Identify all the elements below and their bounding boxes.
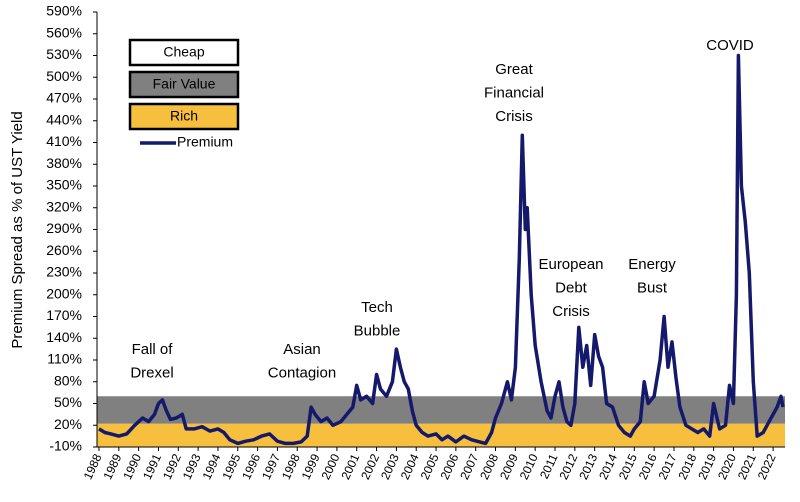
y-tick-label: 470% xyxy=(46,90,82,106)
band xyxy=(97,396,785,424)
annotation: Fall of xyxy=(132,341,174,358)
annotation: Bubble xyxy=(354,322,401,339)
legend-box xyxy=(128,102,240,131)
y-tick-label: 140% xyxy=(46,329,82,345)
annotation: Energy xyxy=(628,256,676,273)
y-tick-label: 500% xyxy=(46,68,82,84)
annotation: Drexel xyxy=(130,364,173,381)
y-tick-label: 80% xyxy=(54,372,82,388)
y-tick-label: 590% xyxy=(46,3,82,19)
legend-box xyxy=(128,70,240,99)
y-tick-label: 50% xyxy=(54,394,82,410)
annotation: Debt xyxy=(555,279,588,296)
annotation: COVID xyxy=(706,37,754,54)
x-tick-label: 2010 xyxy=(517,451,541,481)
y-tick-label: 320% xyxy=(46,198,82,214)
annotation: Bust xyxy=(637,279,668,296)
annotation: Asian xyxy=(283,341,321,358)
legend-label: Cheap xyxy=(163,44,204,60)
band xyxy=(97,12,785,397)
annotation: European xyxy=(538,256,603,273)
annotation: Great xyxy=(495,61,533,78)
y-tick-label: 350% xyxy=(46,177,82,193)
annotation: Financial xyxy=(484,84,544,101)
legend-label: Fair Value xyxy=(153,76,216,92)
y-tick-label: 380% xyxy=(46,155,82,171)
y-tick-label: 290% xyxy=(46,220,82,236)
series-line xyxy=(98,53,785,446)
annotation: Crisis xyxy=(495,108,533,125)
y-tick-label: 20% xyxy=(54,416,82,432)
y-tick-label: 110% xyxy=(47,351,82,367)
y-tick-label: 440% xyxy=(46,111,82,127)
legend-label: Premium xyxy=(177,134,233,150)
y-tick-label: 410% xyxy=(46,133,82,149)
y-tick-label: 200% xyxy=(46,285,82,301)
y-tick-label: 530% xyxy=(46,46,82,62)
annotation: Tech xyxy=(361,299,393,316)
y-tick-label: 170% xyxy=(46,307,82,323)
x-tick-label: 2022 xyxy=(755,451,779,481)
legend-box xyxy=(128,38,240,67)
y-axis-label: Premium Spread as % of UST Yield xyxy=(9,111,26,348)
legend-label: Rich xyxy=(170,108,198,124)
annotation: Crisis xyxy=(552,303,590,320)
band xyxy=(97,423,785,447)
y-tick-label: 560% xyxy=(46,24,82,40)
y-tick-label: 260% xyxy=(46,242,82,258)
annotation: Contagion xyxy=(268,364,336,381)
y-tick-label: -10% xyxy=(49,438,82,454)
y-tick-label: 230% xyxy=(46,264,82,280)
